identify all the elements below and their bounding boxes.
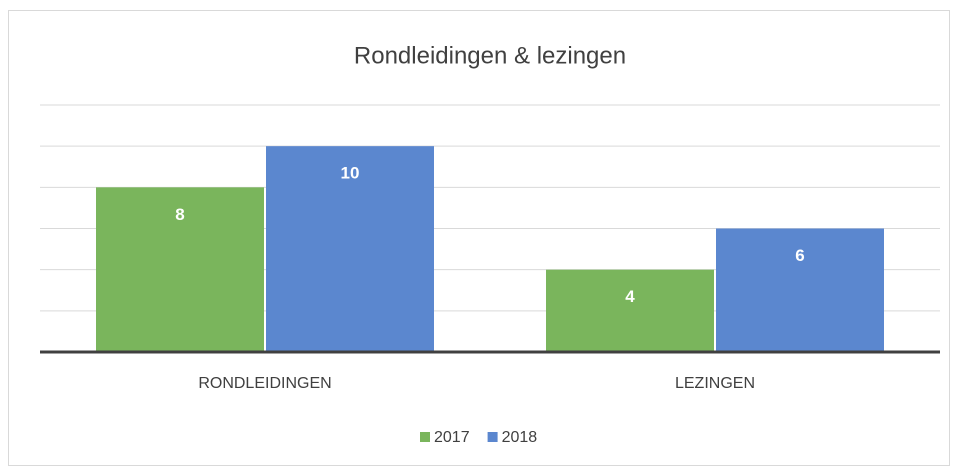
legend-swatch [420, 432, 430, 442]
legend-swatch [487, 432, 498, 442]
bar [546, 269, 714, 352]
chart-title: Rondleidingen & lezingen [354, 42, 626, 69]
data-label: 10 [341, 164, 360, 183]
data-label: 6 [795, 246, 804, 265]
x-tick-label: LEZINGEN [675, 375, 755, 392]
bar [266, 146, 434, 352]
legend-label: 2018 [502, 429, 538, 446]
bar [96, 187, 264, 352]
x-tick-label: RONDLEIDINGEN [198, 375, 331, 392]
bar [716, 228, 884, 352]
data-label: 8 [175, 205, 184, 224]
data-label: 4 [625, 287, 635, 306]
legend-label: 2017 [434, 429, 470, 446]
